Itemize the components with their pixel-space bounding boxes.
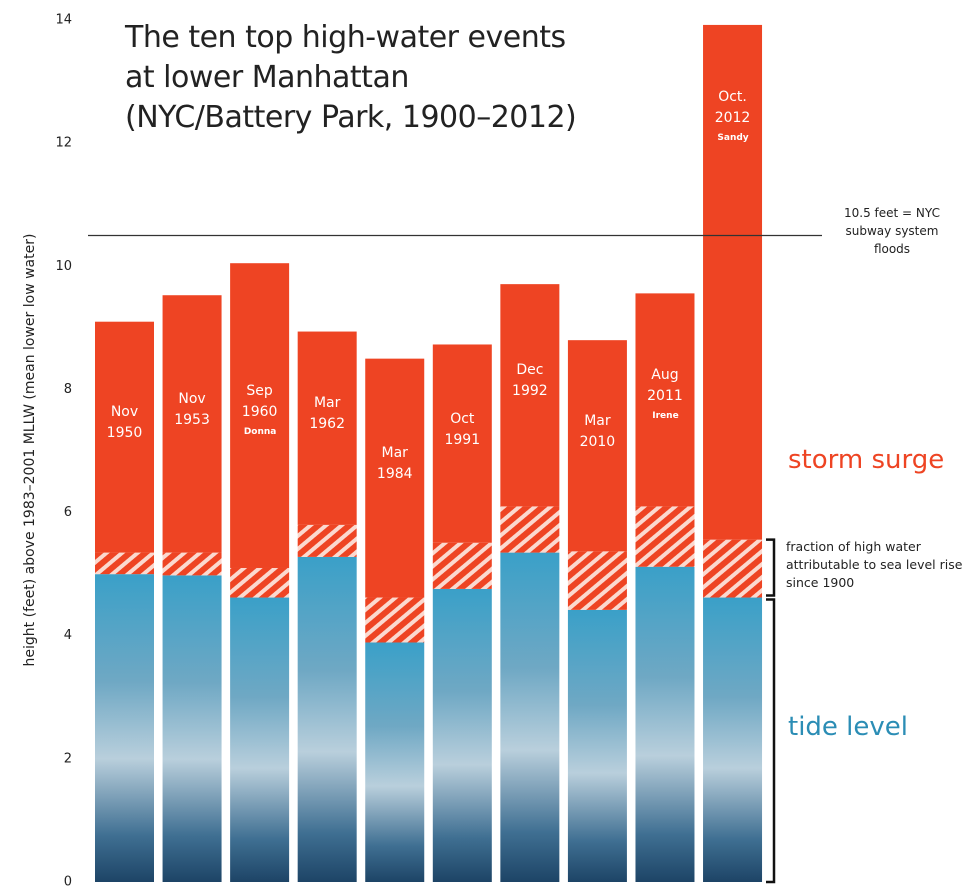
bar-segment (230, 597, 290, 882)
category-label: Dec 1992 (512, 362, 548, 400)
storm-name: Sandy (717, 132, 749, 143)
category-label: Aug 2011 (647, 366, 683, 404)
chart-title: The ten top high-water events at lower M… (125, 20, 577, 135)
legend-label: tide level (788, 712, 909, 742)
bar-segment (365, 597, 425, 643)
bar-segment (635, 506, 695, 567)
bracket (766, 538, 776, 597)
category-label: Mar 1962 (309, 395, 345, 433)
y-tick-label: 2 (64, 751, 72, 766)
y-tick-label: 4 (64, 628, 72, 643)
bar-segment (297, 331, 357, 525)
bar-segment (703, 597, 763, 882)
category-label: Oct. 2012 (714, 88, 751, 126)
bar-segment (500, 284, 560, 507)
bar-segment (230, 567, 290, 598)
category-label: Mar 1984 (376, 445, 413, 483)
bracket (766, 598, 776, 884)
bar-segment (365, 358, 425, 598)
bar-segment (500, 506, 560, 553)
storm-name: Donna (243, 426, 277, 437)
category-label: Nov 1953 (174, 390, 210, 428)
bar-segment (567, 609, 627, 882)
y-axis-label: height (feet) above 1983–2001 MLLW (mean… (22, 234, 38, 667)
threshold-label: 10.5 feet = NYC subway system floods (844, 206, 940, 256)
bar-segment (703, 24, 763, 540)
bar-segment (95, 574, 154, 882)
category-label: Oct 1991 (444, 410, 481, 448)
bar-segment (635, 566, 695, 882)
bar-segment (703, 539, 763, 598)
bar-segment (297, 524, 357, 557)
bar-segment (432, 588, 492, 882)
bar-segment (432, 542, 492, 589)
bar-segment (297, 556, 357, 882)
y-tick-label: 12 (55, 136, 72, 151)
bar-segment (162, 575, 222, 882)
bar-segment (635, 293, 695, 507)
storm-name: Irene (652, 410, 679, 421)
bar-segment (95, 552, 154, 575)
bar-segment (567, 340, 627, 552)
y-tick-label: 0 (64, 875, 72, 889)
legend-label: storm surge (788, 445, 945, 475)
y-tick-label: 6 (64, 505, 72, 520)
y-tick-label: 8 (64, 382, 72, 397)
bar-segment (500, 552, 560, 882)
category-label: Mar 2010 (579, 412, 616, 450)
bar-segment (162, 552, 222, 576)
y-tick-label: 10 (55, 259, 72, 274)
bar-segment (230, 263, 290, 568)
category-label: Sep 1960 (241, 382, 278, 420)
bar-segment (95, 321, 154, 553)
y-tick-label: 14 (55, 13, 72, 28)
bar-segment (567, 551, 627, 610)
bar-segment (432, 344, 492, 543)
bar-segment (162, 295, 222, 553)
legend-label: fraction of high water attributable to s… (786, 539, 963, 590)
bar-segment (365, 642, 425, 882)
category-label: Nov 1950 (106, 404, 143, 442)
